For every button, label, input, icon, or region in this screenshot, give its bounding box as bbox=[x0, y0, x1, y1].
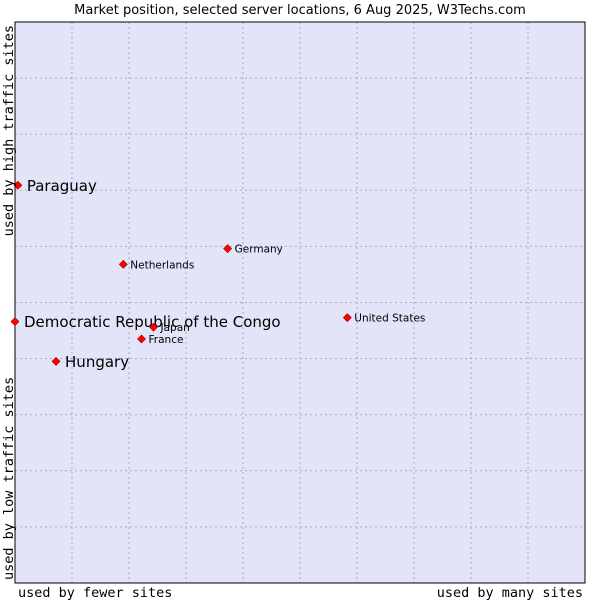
data-point: Democratic Republic of the Congo bbox=[10, 313, 281, 331]
point-marker bbox=[149, 322, 158, 332]
point-label: France bbox=[149, 334, 184, 346]
data-point: Paraguay bbox=[13, 177, 97, 195]
point-label: Paraguay bbox=[27, 177, 97, 195]
point-marker bbox=[51, 356, 61, 366]
point-marker bbox=[10, 317, 20, 326]
point-marker bbox=[13, 180, 23, 190]
point-marker bbox=[342, 313, 352, 323]
point-label: Netherlands bbox=[130, 259, 194, 271]
data-point: Germany bbox=[223, 244, 283, 256]
x-axis-label-right: used by many sites bbox=[437, 585, 583, 600]
data-point: Hungary bbox=[51, 353, 129, 371]
point-marker bbox=[137, 334, 146, 344]
point-label: Hungary bbox=[65, 353, 129, 371]
point-marker bbox=[118, 259, 128, 269]
y-axis-label-bottom: used by low traffic sites bbox=[1, 377, 17, 580]
data-point: Japan bbox=[149, 322, 190, 334]
grid-lines bbox=[15, 22, 585, 583]
data-point: France bbox=[137, 334, 184, 346]
data-point: United States bbox=[342, 313, 425, 325]
y-axis-label-top: used by high traffic sites bbox=[1, 25, 17, 236]
data-points: Paraguay Germany Netherlands United States D… bbox=[10, 177, 425, 371]
chart-title: Market position, selected server locatio… bbox=[74, 3, 526, 18]
point-label: Germany bbox=[235, 244, 283, 256]
point-label: Japan bbox=[160, 322, 190, 334]
point-label: Democratic Republic of the Congo bbox=[24, 313, 281, 331]
point-label: United States bbox=[354, 313, 425, 325]
data-point: Netherlands bbox=[118, 259, 194, 271]
plot-border bbox=[14, 21, 586, 584]
x-axis-label-left: used by fewer sites bbox=[18, 585, 172, 600]
point-marker bbox=[223, 244, 233, 254]
